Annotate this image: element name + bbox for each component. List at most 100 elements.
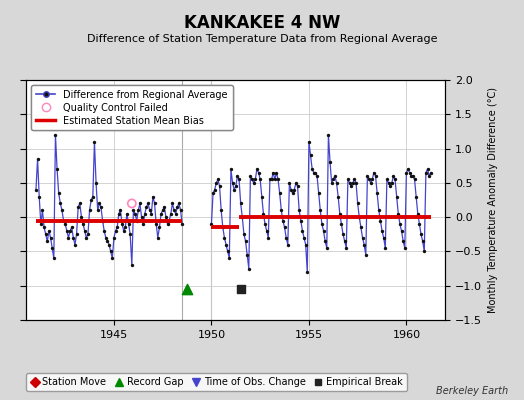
Point (129, 207, 138, 214)
Point (386, 183, 395, 190)
Point (82, 234, 91, 241)
Point (399, 238, 407, 244)
Point (93, 207, 102, 214)
Point (388, 180, 396, 186)
Point (277, 207, 286, 214)
Point (37, 221, 45, 227)
Point (324, 132, 333, 138)
Point (147, 210, 156, 217)
Point (352, 180, 360, 186)
Point (298, 228, 307, 234)
Point (314, 190, 323, 196)
Point (152, 221, 160, 227)
Point (357, 224, 365, 231)
Point (177, 207, 185, 214)
Point (283, 241, 292, 248)
Point (321, 238, 330, 244)
Point (240, 231, 248, 238)
Point (178, 221, 187, 227)
Point (293, 183, 302, 190)
Point (311, 169, 320, 176)
Point (347, 183, 355, 190)
Point (350, 176, 358, 183)
Point (136, 200, 144, 207)
Point (259, 210, 268, 217)
Point (105, 241, 113, 248)
Point (142, 204, 150, 210)
Point (40, 224, 48, 231)
Point (81, 228, 89, 234)
Point (116, 207, 125, 214)
Point (171, 210, 180, 217)
Point (72, 231, 81, 238)
Point (207, 221, 215, 227)
Point (266, 176, 274, 183)
Point (348, 180, 357, 186)
Point (365, 176, 373, 183)
Point (43, 238, 51, 244)
Point (378, 228, 386, 234)
Point (422, 169, 430, 176)
Point (215, 183, 224, 190)
Point (297, 217, 305, 224)
Point (220, 234, 228, 241)
Point (100, 228, 108, 234)
Point (261, 221, 269, 227)
Point (366, 180, 375, 186)
Point (404, 166, 412, 172)
Point (413, 210, 422, 217)
Point (223, 248, 232, 255)
Point (427, 169, 435, 176)
Point (425, 173, 433, 179)
Point (64, 234, 73, 241)
Point (32, 186, 40, 193)
Point (248, 176, 256, 183)
Point (236, 286, 245, 292)
Point (305, 138, 313, 145)
Point (391, 176, 399, 183)
Point (287, 186, 295, 193)
Point (102, 234, 110, 241)
Point (289, 190, 297, 196)
Y-axis label: Monthly Temperature Anomaly Difference (°C): Monthly Temperature Anomaly Difference (… (488, 87, 498, 313)
Point (332, 180, 341, 186)
Point (256, 176, 265, 183)
Point (341, 238, 349, 244)
Point (295, 207, 303, 214)
Point (212, 180, 221, 186)
Point (303, 269, 311, 275)
Point (326, 159, 334, 166)
Point (211, 186, 219, 193)
Point (409, 173, 417, 179)
Point (251, 176, 259, 183)
Point (133, 217, 141, 224)
Point (230, 186, 238, 193)
Point (228, 180, 237, 186)
Point (68, 224, 76, 231)
Point (370, 169, 378, 176)
Point (131, 210, 139, 217)
Point (149, 193, 157, 200)
Point (139, 221, 147, 227)
Point (394, 210, 402, 217)
Point (360, 241, 368, 248)
Point (379, 234, 388, 241)
Point (128, 262, 136, 268)
Point (174, 200, 183, 207)
Point (165, 217, 173, 224)
Point (253, 166, 261, 172)
Point (242, 238, 250, 244)
Point (263, 228, 271, 234)
Legend: Station Move, Record Gap, Time of Obs. Change, Empirical Break: Station Move, Record Gap, Time of Obs. C… (26, 373, 407, 391)
Point (137, 214, 146, 220)
Point (53, 166, 61, 172)
Point (154, 234, 162, 241)
Point (335, 210, 344, 217)
Point (355, 214, 364, 220)
Point (334, 193, 342, 200)
Point (69, 234, 78, 241)
Point (123, 210, 131, 217)
Point (301, 241, 310, 248)
Point (337, 221, 346, 227)
Point (144, 200, 152, 207)
